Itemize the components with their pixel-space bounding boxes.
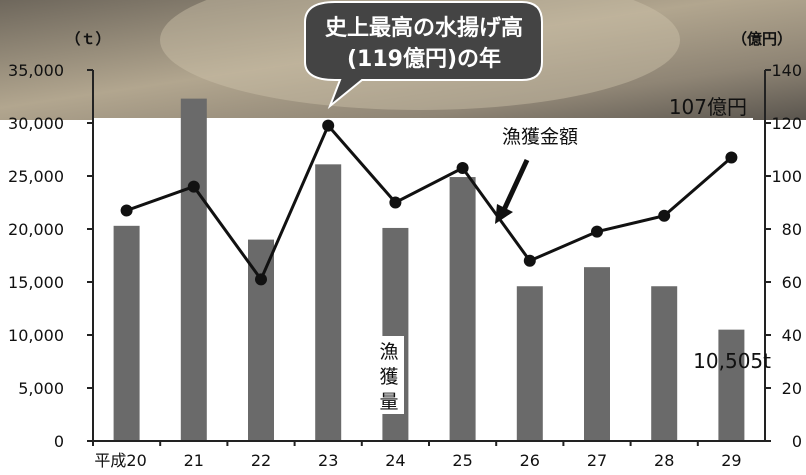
x-tick-label-23: 23 bbox=[318, 451, 338, 470]
line-series-label: 漁獲金額 bbox=[502, 126, 578, 148]
bar-series-label-bg bbox=[374, 336, 404, 414]
bar-21 bbox=[180, 98, 207, 442]
line-point-26 bbox=[523, 254, 536, 267]
bar-series-label-char-2: 獲 bbox=[379, 366, 398, 388]
left-tick-label-3: 15,000 bbox=[8, 273, 64, 292]
left-tick-label-6: 30,000 bbox=[8, 114, 64, 133]
right-tick-label-2: 40 bbox=[782, 326, 802, 345]
x-tick-label-27: 27 bbox=[587, 451, 607, 470]
line-series-arrowhead bbox=[495, 204, 513, 224]
right-tick-label-0: 0 bbox=[792, 432, 802, 451]
callout-bubble bbox=[304, 1, 543, 110]
left-tick-label-1: 5,000 bbox=[18, 379, 64, 398]
last-line-value-label: 107億円 bbox=[669, 95, 747, 119]
right-tick-label-1: 20 bbox=[782, 379, 802, 398]
x-tick-label-29: 29 bbox=[721, 451, 741, 470]
left-tick-label-7: 35,000 bbox=[8, 61, 64, 80]
bar-series-label-char-3: 量 bbox=[379, 391, 398, 413]
callout-text-line1: 史上最高の水揚げ高 bbox=[325, 15, 523, 41]
x-tick-label-28: 28 bbox=[654, 451, 674, 470]
line-point-22 bbox=[255, 273, 267, 286]
left-axis-unit: （ｔ） bbox=[65, 30, 110, 48]
line-point-23 bbox=[322, 119, 335, 132]
line-series-arrow bbox=[500, 158, 530, 214]
right-tick-label-5: 100 bbox=[771, 167, 802, 186]
line-point-21 bbox=[187, 180, 200, 193]
right-axis-unit: （億円） bbox=[732, 30, 792, 48]
bar-平成20 bbox=[113, 225, 140, 441]
left-tick-label-2: 10,000 bbox=[8, 326, 64, 345]
x-tick-label-21: 21 bbox=[184, 451, 204, 470]
line-point-平成20 bbox=[120, 204, 133, 217]
line-point-25 bbox=[456, 162, 469, 175]
right-tick-label-4: 80 bbox=[782, 220, 802, 239]
axes-group: 0 5,000 10,000 15,000 20,000 25,000 30,000 35,0… bbox=[8, 61, 802, 470]
bar-28 bbox=[651, 286, 678, 441]
line-series-path bbox=[126, 122, 733, 283]
right-tick-label-7: 140 bbox=[771, 61, 802, 80]
right-tick-label-3: 60 bbox=[782, 273, 802, 292]
line-group bbox=[120, 119, 738, 286]
x-tick-label-平成20: 平成20 bbox=[94, 451, 146, 470]
left-tick-label-0: 0 bbox=[54, 432, 64, 451]
x-tick-label-25: 25 bbox=[452, 451, 472, 470]
record-callout: 史上最高の水揚げ高 (119億円)の年 bbox=[304, 1, 543, 110]
right-tick-label-6: 120 bbox=[771, 114, 802, 133]
x-tick-label-22: 22 bbox=[251, 451, 271, 470]
bar-22 bbox=[248, 239, 274, 441]
line-point-28 bbox=[658, 209, 671, 222]
callout-text-line2: (119億円)の年 bbox=[347, 46, 501, 72]
line-point-29 bbox=[725, 151, 738, 164]
bar-26 bbox=[516, 286, 543, 441]
left-tick-label-5: 25,000 bbox=[8, 167, 64, 186]
line-point-24 bbox=[389, 196, 402, 209]
bar-series-label-char-1: 漁 bbox=[379, 341, 398, 363]
bar-23 bbox=[315, 164, 342, 441]
bars-group bbox=[113, 98, 745, 442]
bar-25 bbox=[449, 177, 476, 441]
bar-29 bbox=[718, 329, 745, 441]
line-point-27 bbox=[591, 225, 603, 238]
bar-27 bbox=[584, 267, 610, 441]
x-tick-label-26: 26 bbox=[520, 451, 540, 470]
last-bar-value-label: 10,505t bbox=[693, 349, 771, 373]
x-tick-label-24: 24 bbox=[385, 451, 405, 470]
left-tick-label-4: 20,000 bbox=[8, 220, 64, 239]
